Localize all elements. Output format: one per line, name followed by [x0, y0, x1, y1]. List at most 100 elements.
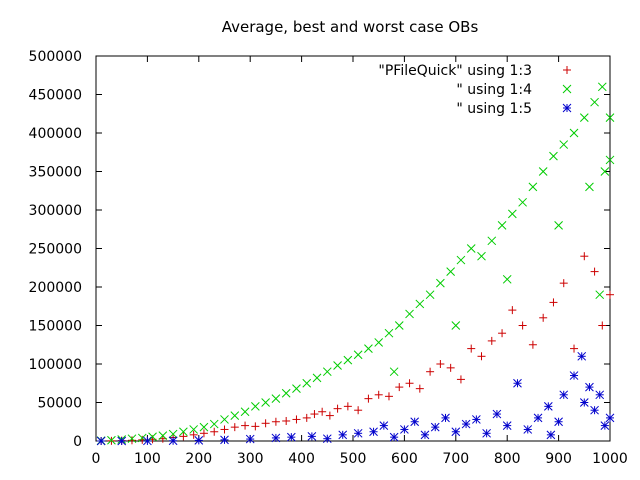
data-point-series-3 — [245, 434, 255, 444]
data-point-series-1 — [310, 410, 319, 419]
data-point-series-3 — [523, 425, 533, 434]
x-tick-label: 100 — [134, 451, 161, 467]
data-point-series-2 — [271, 394, 281, 404]
y-tick-label: 50000 — [37, 396, 82, 412]
data-point-series-1 — [374, 390, 383, 399]
data-point-series-3 — [338, 430, 348, 440]
data-point-series-2 — [528, 182, 538, 192]
data-point-series-3 — [513, 378, 522, 388]
data-point-series-2 — [605, 113, 615, 122]
data-point-series-2 — [199, 422, 209, 432]
data-point-series-2 — [538, 167, 548, 176]
data-point-series-1 — [292, 415, 301, 424]
data-point-series-1 — [559, 279, 568, 288]
x-tick-label: 700 — [442, 451, 469, 467]
data-point-series-1 — [189, 430, 198, 439]
data-point-series-2 — [384, 328, 394, 338]
data-point-series-2 — [595, 290, 605, 300]
data-point-series-1 — [436, 360, 445, 368]
data-point-series-2 — [549, 151, 558, 161]
data-point-series-1 — [127, 436, 136, 445]
x-tick-label: 600 — [391, 451, 418, 467]
data-point-series-3 — [379, 421, 389, 430]
data-point-series-2 — [569, 128, 579, 138]
x-tick-label: 400 — [288, 451, 315, 467]
data-point-series-2 — [250, 401, 260, 411]
x-tick-label: 1000 — [592, 451, 628, 467]
data-point-series-2 — [597, 82, 607, 92]
data-point-series-2 — [518, 197, 527, 207]
legend-marker-1 — [563, 66, 571, 74]
data-point-series-2 — [436, 278, 445, 288]
data-point-series-1 — [415, 384, 424, 393]
data-point-series-2 — [168, 429, 178, 439]
data-point-series-3 — [400, 425, 409, 434]
data-point-series-3 — [590, 405, 599, 415]
data-point-series-1 — [251, 422, 260, 431]
data-point-series-3 — [502, 421, 512, 430]
data-point-series-3 — [194, 436, 204, 445]
data-point-series-2 — [446, 267, 456, 276]
data-point-series-1 — [606, 290, 614, 299]
data-points — [96, 82, 615, 446]
data-point-series-1 — [549, 298, 558, 307]
data-point-series-3 — [559, 390, 569, 400]
y-tick-label: 350000 — [29, 165, 82, 181]
data-point-series-1 — [446, 363, 455, 372]
data-point-series-2 — [312, 373, 322, 383]
y-tick-label: 300000 — [29, 203, 82, 219]
data-point-series-3 — [569, 371, 579, 380]
data-point-series-2 — [302, 378, 312, 388]
data-point-series-3 — [600, 421, 610, 430]
data-point-series-2 — [425, 290, 435, 300]
data-point-series-2 — [451, 321, 461, 330]
x-tick-label: 200 — [185, 451, 212, 467]
data-point-series-2 — [127, 434, 137, 444]
data-point-series-1 — [570, 344, 579, 353]
legend-label-2: " using 1:4 — [456, 82, 532, 98]
x-tick-label: 500 — [340, 451, 367, 467]
data-point-series-1 — [539, 313, 548, 322]
data-point-series-2 — [240, 407, 250, 417]
data-point-series-1 — [282, 416, 291, 425]
x-tick-label: 300 — [237, 451, 264, 467]
data-point-series-2 — [579, 113, 589, 122]
y-tick-label: 450000 — [29, 88, 82, 104]
data-point-series-2 — [364, 344, 373, 353]
data-point-series-3 — [533, 413, 543, 423]
data-point-series-1 — [354, 406, 363, 415]
y-tick-label: 0 — [73, 434, 82, 450]
data-point-series-3 — [543, 401, 553, 411]
data-point-series-1 — [384, 392, 393, 401]
data-point-series-1 — [395, 383, 404, 392]
y-tick-label: 100000 — [29, 357, 82, 373]
data-point-series-3 — [451, 427, 461, 437]
data-point-series-1 — [508, 306, 517, 315]
data-point-series-3 — [389, 432, 399, 442]
data-point-series-1 — [241, 421, 250, 430]
data-point-series-1 — [456, 375, 465, 384]
data-point-series-3 — [492, 409, 502, 419]
data-point-series-3 — [271, 433, 281, 443]
data-point-series-2 — [230, 411, 240, 420]
data-point-series-2 — [189, 425, 199, 434]
data-point-series-2 — [281, 388, 291, 398]
y-tick-label: 150000 — [29, 319, 82, 335]
y-tick-label: 200000 — [29, 280, 82, 296]
data-point-series-3 — [482, 428, 491, 438]
legend-marker-2 — [562, 84, 572, 94]
data-point-series-2 — [158, 431, 168, 440]
data-point-series-1 — [271, 417, 280, 426]
data-point-series-2 — [507, 209, 517, 219]
data-point-series-2 — [466, 244, 476, 253]
data-point-series-3 — [220, 435, 229, 445]
data-point-series-1 — [477, 352, 486, 361]
data-point-series-3 — [472, 415, 481, 424]
data-point-series-1 — [518, 321, 527, 330]
x-tick-label: 0 — [92, 451, 101, 467]
data-point-series-1 — [333, 404, 342, 413]
data-point-series-1 — [426, 367, 435, 376]
data-point-series-2 — [389, 367, 399, 377]
data-point-series-3 — [143, 436, 152, 446]
data-point-series-2 — [261, 398, 270, 407]
